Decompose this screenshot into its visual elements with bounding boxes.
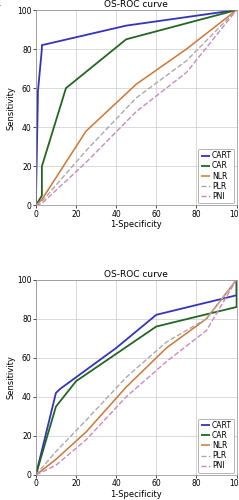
PNI — [235, 276, 238, 282]
PLR — [165, 339, 168, 345]
PLR — [85, 148, 87, 154]
CAR — [40, 164, 43, 170]
Y-axis label: Sensitivity: Sensitivity — [7, 356, 16, 399]
Line: CAR: CAR — [36, 10, 237, 205]
CART — [34, 472, 37, 478]
PLR — [54, 448, 57, 454]
CAR — [34, 202, 37, 208]
PNI — [34, 202, 37, 208]
X-axis label: 1-Specificity: 1-Specificity — [110, 220, 162, 229]
Title: OS-ROC curve: OS-ROC curve — [104, 0, 168, 9]
Legend: CART, CAR, NLR, PLR, PNI: CART, CAR, NLR, PLR, PNI — [198, 418, 234, 472]
Line: PLR: PLR — [36, 280, 237, 475]
PLR — [135, 95, 138, 101]
PLR — [235, 7, 238, 13]
CAR — [34, 472, 37, 478]
CART — [36, 95, 39, 101]
CAR — [235, 304, 238, 310]
NLR — [125, 384, 128, 390]
PLR — [185, 58, 188, 64]
NLR — [205, 316, 208, 322]
CART — [75, 374, 77, 380]
CART — [34, 202, 37, 208]
CART — [59, 386, 61, 392]
PNI — [34, 472, 37, 478]
PNI — [54, 462, 57, 468]
CAR — [75, 378, 77, 384]
CART — [235, 292, 238, 298]
Title: OS-ROC curve: OS-ROC curve — [104, 270, 168, 279]
PNI — [135, 108, 138, 114]
PLR — [34, 472, 37, 478]
Line: CART: CART — [36, 10, 237, 205]
Legend: CART, CAR, NLR, PLR, PNI: CART, CAR, NLR, PLR, PNI — [198, 149, 234, 203]
Y-axis label: Sensitivity: Sensitivity — [7, 86, 16, 130]
CAR — [115, 351, 118, 357]
CART — [40, 46, 43, 52]
NLR — [85, 429, 87, 435]
CART — [235, 7, 238, 13]
CAR — [235, 7, 238, 13]
PLR — [125, 374, 128, 380]
CART — [235, 276, 238, 282]
PLR — [34, 202, 37, 208]
Line: NLR: NLR — [36, 10, 237, 205]
PNI — [85, 437, 87, 443]
PNI — [235, 7, 238, 13]
NLR — [165, 345, 168, 351]
NLR — [34, 472, 37, 478]
PLR — [40, 198, 43, 204]
CAR — [125, 36, 128, 43]
CAR — [235, 276, 238, 282]
PNI — [125, 394, 128, 400]
PNI — [205, 328, 208, 334]
CAR — [155, 324, 158, 330]
Line: PNI: PNI — [36, 280, 237, 475]
NLR — [135, 81, 138, 87]
NLR — [40, 196, 43, 202]
NLR — [235, 276, 238, 282]
CART — [115, 345, 118, 351]
PNI — [40, 200, 43, 206]
CART — [54, 390, 57, 396]
Line: CART: CART — [36, 280, 237, 475]
PNI — [85, 160, 87, 166]
Line: PNI: PNI — [36, 10, 237, 205]
NLR — [34, 202, 37, 208]
CART — [40, 42, 43, 48]
NLR — [235, 7, 238, 13]
Line: PLR: PLR — [36, 10, 237, 205]
CAR — [54, 404, 57, 409]
NLR — [54, 456, 57, 462]
CAR — [40, 192, 43, 198]
CART — [155, 312, 158, 318]
X-axis label: 1-Specificity: 1-Specificity — [110, 490, 162, 498]
Line: CAR: CAR — [36, 280, 237, 475]
PLR — [205, 316, 208, 322]
NLR — [85, 128, 87, 134]
PNI — [185, 70, 188, 75]
PNI — [165, 358, 168, 364]
PLR — [85, 418, 87, 424]
CART — [125, 22, 128, 28]
PLR — [235, 276, 238, 282]
Line: NLR: NLR — [36, 280, 237, 475]
NLR — [185, 46, 188, 52]
CART — [36, 89, 39, 95]
CAR — [65, 85, 67, 91]
